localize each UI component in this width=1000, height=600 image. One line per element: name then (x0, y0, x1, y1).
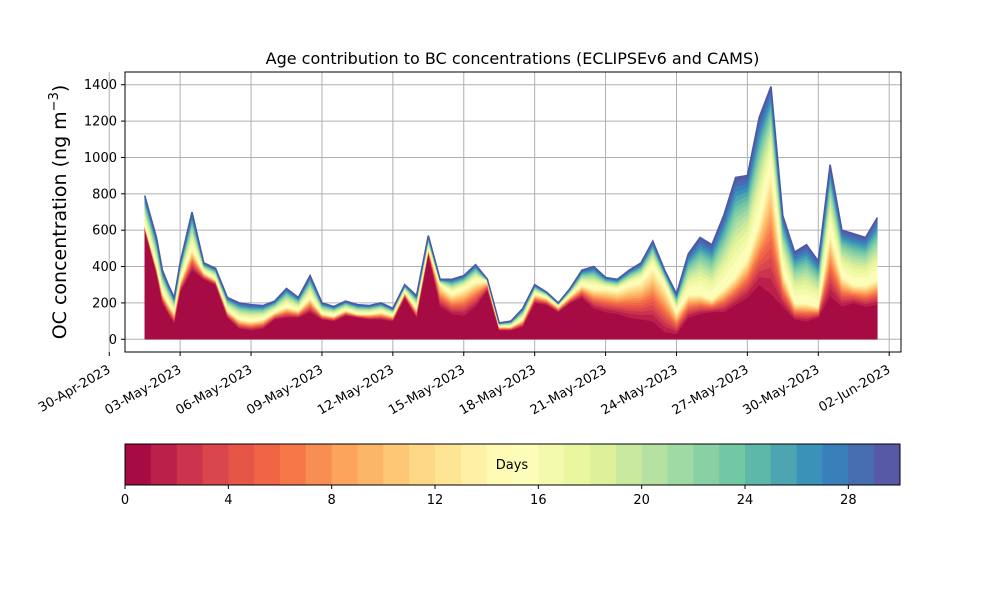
x-tick-label: 30-Apr-2023 (36, 362, 113, 415)
colorbar-segment (409, 444, 436, 485)
colorbar-segment (667, 444, 694, 485)
x-tick-label: 15-May-2023 (386, 362, 468, 418)
colorbar-segment (305, 444, 333, 485)
colorbar-segment (615, 444, 643, 485)
colorbar-segment (538, 444, 565, 485)
x-tick-label: 06-May-2023 (173, 362, 255, 418)
colorbar-segment (796, 444, 823, 485)
x-tick-label: 02-Jun-2023 (816, 362, 893, 415)
colorbar-segment (202, 444, 229, 485)
y-tick-label: 1000 (84, 151, 117, 166)
y-axis-label-main: OC concentration (ng m (49, 111, 71, 339)
y-tick-label: 600 (92, 224, 117, 239)
colorbar-tick-label: 28 (840, 493, 857, 508)
stacked-area-plot (143, 86, 879, 340)
colorbar-segment (770, 444, 798, 485)
colorbar-segment (176, 444, 203, 485)
colorbar-segment (822, 444, 849, 485)
colorbar-segment (564, 444, 591, 485)
colorbar-segment (383, 444, 410, 485)
colorbar-label: Days (496, 458, 529, 473)
x-tick-label: 12-May-2023 (315, 362, 397, 418)
colorbar-segment (331, 444, 358, 485)
colorbar-segment (280, 444, 307, 485)
colorbar-segment (435, 444, 462, 485)
colorbar-segment (150, 444, 178, 485)
x-tick-label: 03-May-2023 (102, 362, 184, 418)
y-tick-label: 200 (92, 296, 117, 311)
colorbar-tick-label: 24 (737, 493, 754, 508)
y-tick-label: 1200 (84, 115, 117, 130)
colorbar-tick-label: 8 (328, 493, 336, 508)
y-axis-label-end: ) (49, 85, 71, 92)
colorbar-segment (745, 444, 772, 485)
colorbar-segment (125, 444, 152, 485)
x-tick-label: 24-May-2023 (599, 362, 681, 418)
x-tick-label: 27-May-2023 (670, 362, 752, 418)
colorbar-segment (590, 444, 617, 485)
y-tick-label: 0 (109, 333, 117, 348)
colorbar-segment (719, 444, 746, 485)
y-tick-label: 1400 (84, 78, 117, 93)
colorbar-tick-label: 20 (633, 493, 650, 508)
colorbar-tick-label: 0 (121, 493, 129, 508)
y-axis-label: OC concentration (ng m−3) (47, 85, 71, 340)
x-axis: 30-Apr-202303-May-202306-May-202309-May-… (36, 352, 893, 418)
colorbar-frame (124, 443, 901, 486)
colorbar-segment (486, 444, 513, 485)
colorbar-segment (228, 444, 255, 485)
colorbar-segment (512, 444, 539, 485)
y-axis: 0 200 400 600 800 1000 1200 1400 (84, 78, 125, 348)
x-tick-label: 18-May-2023 (457, 362, 539, 418)
total-concentration-line (143, 86, 879, 324)
colorbar-segment (874, 444, 901, 485)
colorbar-segment (693, 444, 720, 485)
y-tick-label: 400 (92, 260, 117, 275)
colorbar-segment (254, 444, 281, 485)
colorbar-segment (641, 444, 668, 485)
colorbar: 0 4 8 12 16 20 24 28 (121, 443, 901, 508)
x-tick-label: 09-May-2023 (244, 362, 326, 418)
colorbar-segment (460, 444, 488, 485)
plot-frame (124, 71, 902, 353)
colorbar-segment (357, 444, 384, 485)
colorbar-tick-label: 4 (224, 493, 232, 508)
x-tick-label: 30-May-2023 (741, 362, 823, 418)
y-axis-label-superscript: −3 (47, 92, 62, 111)
colorbar-tick-label: 16 (530, 493, 547, 508)
y-tick-label: 800 (92, 187, 117, 202)
x-tick-label: 21-May-2023 (528, 362, 610, 418)
colorbar-segment (848, 444, 875, 485)
colorbar-tick-label: 12 (427, 493, 444, 508)
chart-title: Age contribution to BC concentrations (E… (266, 49, 760, 68)
